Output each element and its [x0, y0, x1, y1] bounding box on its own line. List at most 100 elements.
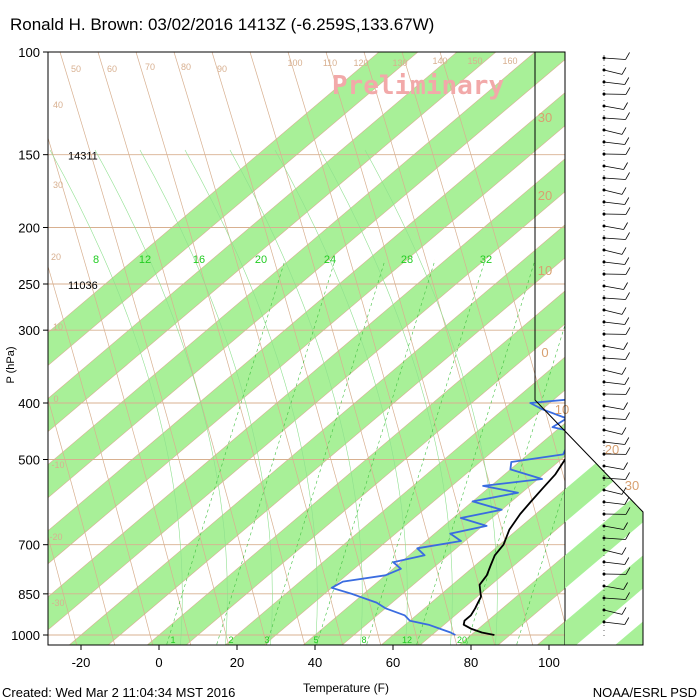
dry-adiabat: [363, 52, 534, 645]
wind-barb: [602, 232, 630, 240]
isotherm-line: [263, 389, 565, 645]
wind-barb: [602, 437, 630, 445]
dry-adiabat: [59, 52, 230, 645]
dry-adiabat: [48, 397, 116, 645]
y-tick-label: 500: [18, 452, 40, 467]
isotherm-line: [48, 52, 458, 399]
wind-barb: [602, 282, 628, 290]
isotherm-band-label: 30: [625, 478, 639, 493]
theta-label: 100: [287, 58, 302, 68]
isotherm-line: [380, 488, 565, 645]
y-tick-label: 300: [18, 323, 40, 338]
wind-barb: [602, 292, 630, 300]
height-label: 11036: [68, 280, 98, 292]
x-tick-label: -20: [72, 655, 91, 670]
wet-bulb-label: -30: [51, 598, 64, 608]
isotherm-line: [48, 52, 536, 466]
dry-adiabat: [249, 52, 420, 645]
y-axis: 100 150 200 250 300 400 500 700 850 1000: [11, 45, 48, 643]
wind-barb: [602, 532, 630, 540]
wind-barb: [602, 367, 627, 375]
mixing-ratio-bottom-label: 8: [361, 635, 366, 645]
wind-barb: [602, 607, 627, 615]
isotherm-line: [48, 52, 419, 366]
wind-barb: [602, 377, 630, 385]
mixing-ratio-line: [516, 486, 565, 645]
grid-lines: [48, 52, 565, 645]
x-axis: -20 0 20 40 60 80 100: [72, 645, 560, 670]
wet-bulb-label: 0: [53, 394, 58, 404]
moist-adiabat: [229, 149, 363, 645]
wind-barb: [602, 327, 631, 336]
mixing-ratio-bottom-label: 20: [457, 635, 467, 645]
wind-barb: [602, 267, 631, 276]
wet-bulb-label: 10: [53, 322, 63, 332]
isotherm-band-label: 10: [555, 402, 569, 417]
mixing-ratio-bottom-label: 5: [313, 635, 318, 645]
theta-label: 140: [432, 56, 447, 66]
wind-barb: [602, 567, 631, 576]
x-tick-label: 40: [308, 655, 322, 670]
y-tick-label: 400: [18, 396, 40, 411]
wind-band: [687, 6, 700, 650]
wind-barb: [602, 102, 628, 110]
wet-bulb-label: -20: [49, 532, 62, 542]
theta-label: 120: [353, 58, 368, 68]
mixing-ratio-label: 20: [255, 254, 267, 266]
mixing-ratio-bottom-label: 2: [228, 635, 233, 645]
wind-barb: [602, 497, 630, 505]
isotherm-line: [68, 224, 565, 645]
wind-barb: [602, 307, 627, 315]
mixing-ratio-label: 28: [401, 254, 413, 266]
wind-barb: [602, 507, 631, 516]
y-tick-label: 100: [18, 45, 40, 60]
wind-barb: [602, 172, 630, 180]
moist-adiabat: [319, 149, 453, 645]
mixing-ratio-label: 32: [480, 254, 492, 266]
wind-barb: [602, 207, 631, 216]
wet-bulb-label: 20: [51, 252, 61, 262]
wind-barb: [602, 447, 631, 456]
wind-barbs: [602, 52, 631, 625]
watermark: Preliminary: [332, 71, 504, 101]
theta-label: 80: [181, 62, 191, 72]
theta-label: 130: [392, 58, 407, 68]
temperature-line: [462, 457, 565, 636]
wind-barb: [602, 402, 628, 410]
footer-left: Created: Wed Mar 2 11:04:34 MST 2016: [2, 685, 235, 700]
theta-label: 150: [467, 56, 482, 66]
theta-label: 110: [323, 58, 337, 68]
wind-barb: [602, 387, 631, 396]
dry-adiabat: [48, 265, 154, 645]
wind-panel-border: [534, 52, 644, 646]
wind-barb: [602, 472, 630, 480]
moist-adiabat: [184, 149, 318, 645]
mixing-ratio-label: 24: [324, 254, 336, 266]
mixing-ratio-bottom-label: 3: [264, 635, 269, 645]
wind-barb: [602, 257, 630, 265]
isotherm-band-label: 30: [538, 110, 552, 125]
wind-barb: [602, 547, 627, 555]
wind-barb: [602, 127, 627, 135]
mixing-ratio-bottom-label: 12: [402, 635, 412, 645]
isotherm-line: [302, 422, 565, 645]
wet-bulb-label: 30: [53, 180, 63, 190]
y-tick-label: 700: [18, 538, 40, 553]
dry-adiabat: [97, 52, 268, 645]
isotherm-band-label: 10: [538, 263, 552, 278]
wind-barb: [602, 137, 630, 145]
dry-adiabat: [48, 136, 192, 645]
isotherm-line: [341, 455, 565, 645]
wind-barb: [602, 187, 627, 195]
y-tick-label: 1000: [11, 628, 40, 643]
moist-adiabat: [139, 149, 273, 645]
isotherm-line: [48, 125, 565, 565]
moist-adiabat: [49, 149, 183, 645]
wind-band: [535, 52, 643, 645]
isotherm-line: [48, 158, 565, 598]
isotherm-line: [48, 92, 565, 532]
wind-barb: [602, 342, 628, 350]
theta-label: 50: [71, 64, 81, 74]
